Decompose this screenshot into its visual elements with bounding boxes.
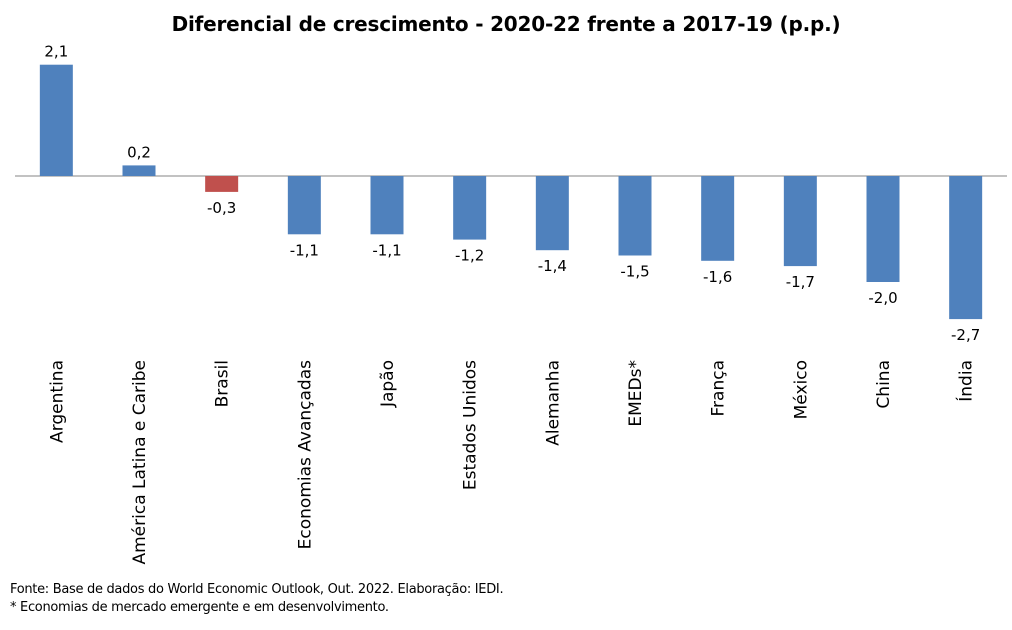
bar-1 [122,165,156,176]
bar-4 [370,176,404,235]
category-label-5: Estados Unidos [461,360,481,490]
category-label-9: México [791,360,811,419]
category-label-11: Índia [955,360,977,402]
category-label-1: América Latina e Caribe [130,360,150,565]
bar-7 [618,176,652,256]
category-label-2: Brasil [213,360,233,407]
bar-2 [205,176,239,192]
bar-0 [39,64,73,176]
value-label-0: 2,1 [44,43,68,61]
bar-5 [453,176,487,240]
bar-11 [949,176,983,320]
value-label-3: -1,1 [290,241,319,259]
category-label-0: Argentina [47,360,67,443]
value-label-6: -1,4 [538,257,567,275]
category-label-10: China [874,360,894,409]
bar-10 [866,176,900,282]
value-label-8: -1,6 [703,268,732,286]
chart-title: Diferencial de crescimento - 2020-22 fre… [171,12,841,36]
value-label-10: -2,0 [868,289,897,307]
bar-9 [783,176,817,267]
bar-3 [287,176,321,235]
category-label-6: Alemanha [543,360,563,446]
value-label-2: -0,3 [207,199,236,217]
value-label-11: -2,7 [951,326,980,344]
category-label-4: Japão [378,360,398,408]
value-label-4: -1,1 [372,241,401,259]
bar-8 [701,176,735,261]
asterisk-footnote: * Economias de mercado emergente e em de… [10,600,389,615]
value-label-7: -1,5 [620,263,649,281]
bar-6 [535,176,569,251]
value-label-5: -1,2 [455,247,484,265]
category-label-7: EMEDs* [626,360,646,427]
value-label-1: 0,2 [127,143,151,161]
source-footnote: Fonte: Base de dados do World Economic O… [10,582,504,597]
category-label-3: Economias Avançadas [295,360,315,549]
value-label-9: -1,7 [786,273,815,291]
category-label-8: França [709,360,729,417]
